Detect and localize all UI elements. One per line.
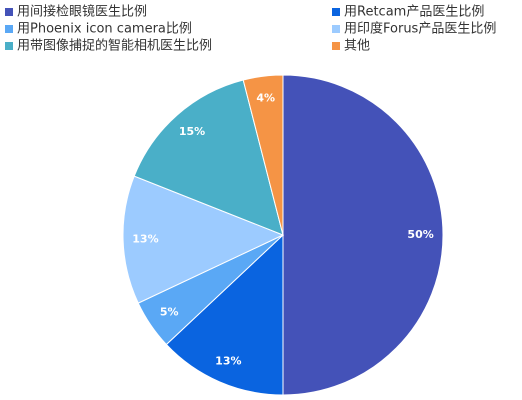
legend-label: 用印度Forus产品医生比例 — [344, 21, 496, 37]
pie-slice — [165, 233, 284, 396]
legend-label: 其他 — [344, 39, 370, 54]
data-label: 13% — [215, 354, 241, 367]
data-label: 13% — [132, 232, 158, 245]
legend-label: 用带图像捕捉的智能相机医生比例 — [17, 38, 212, 54]
pie-slice — [282, 74, 444, 396]
data-label: 15% — [179, 125, 205, 138]
data-label: 50% — [407, 228, 433, 241]
legend-label: 用Retcam产品医生比例 — [344, 5, 484, 20]
data-label: 5% — [160, 305, 179, 318]
legend-swatch — [332, 8, 340, 16]
legend-swatch — [332, 25, 340, 33]
pie-slice — [242, 74, 284, 236]
legend-label: 用Phoenix icon camera比例 — [17, 22, 192, 37]
legend-swatch — [332, 42, 340, 50]
legend-swatch — [5, 8, 13, 16]
legend-label: 用间接检眼镜医生比例 — [17, 4, 147, 20]
legend-swatch — [5, 42, 13, 50]
pie-slice — [133, 79, 284, 236]
data-label: 4% — [256, 91, 275, 104]
legend-swatch — [5, 25, 13, 33]
pie-slice — [122, 175, 285, 304]
